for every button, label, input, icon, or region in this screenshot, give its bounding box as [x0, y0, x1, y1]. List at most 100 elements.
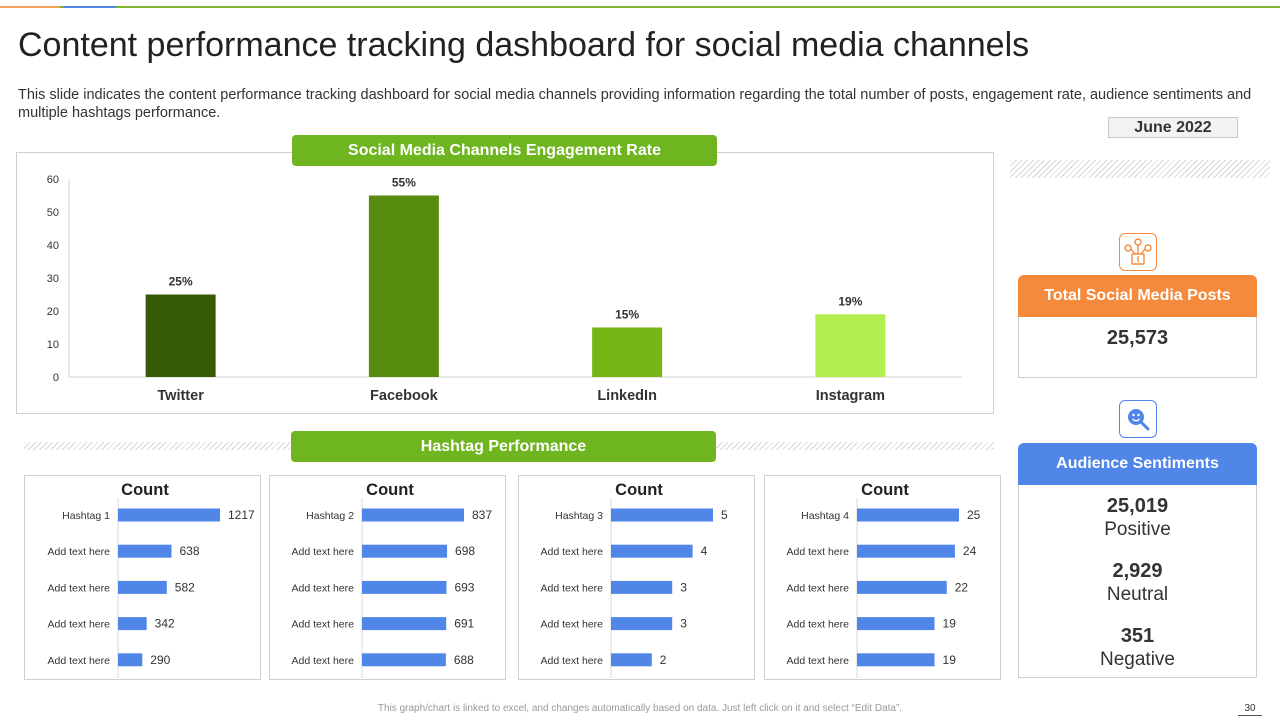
bar-data-label: 19%	[838, 294, 862, 308]
neutral-label: Neutral	[1106, 584, 1169, 605]
mini-bar-value: 19	[943, 617, 957, 631]
y-tick-label: 20	[47, 306, 59, 318]
engagement-chart-title: Social Media Channels Engagement Rate	[292, 135, 717, 166]
mini-bar-value: 290	[150, 653, 170, 667]
mini-category-label: Add text here	[48, 655, 111, 667]
engagement-bar-chart: 0 10 20 30 40 50 60 25% Twitter 55% Facebook 15% Lin…	[47, 174, 962, 404]
negative-label: Negative	[1100, 649, 1175, 670]
hashtag-right-hatch	[716, 442, 994, 450]
y-tick-label: 30	[47, 273, 59, 285]
mini-bar-value: 691	[454, 617, 474, 631]
hashtag-section-title: Hashtag Performance	[291, 431, 716, 462]
mini-bar	[857, 580, 947, 594]
mini-bar	[857, 617, 935, 631]
bar-data-label: 25%	[169, 275, 193, 289]
y-tick-label: 40	[47, 240, 59, 252]
negative-value: 351	[1120, 625, 1155, 647]
top-accent-orange	[0, 6, 60, 8]
mini-bar	[362, 653, 446, 667]
mini-chart-title: Count	[366, 481, 414, 499]
mini-bar-value: 693	[454, 580, 474, 594]
mini-bar	[118, 580, 167, 594]
top-accent-line	[0, 6, 1280, 8]
magnifier-smiley-icon	[1119, 400, 1157, 438]
mini-bar	[362, 580, 447, 594]
social-network-icon	[1119, 233, 1157, 271]
mini-category-label: Add text here	[787, 546, 850, 558]
mini-category-label: Add text here	[541, 582, 604, 594]
mini-bar-value: 2	[660, 653, 667, 667]
mini-category-label: Add text here	[292, 619, 355, 631]
mini-bar-value: 19	[943, 653, 957, 667]
mini-bar	[857, 508, 959, 522]
mini-bar-value: 4	[701, 544, 708, 558]
mini-category-label: Add text here	[292, 546, 355, 558]
mini-category-label: Add text here	[48, 619, 111, 631]
mini-bar	[118, 617, 147, 631]
x-tick-label: LinkedIn	[597, 388, 657, 404]
mini-category-label: Add text here	[787, 582, 850, 594]
sentiments-header: Audience Sentiments	[1018, 443, 1257, 485]
mini-chart-title: Count	[615, 481, 663, 499]
footer-note: This graph/chart is linked to excel, and…	[377, 703, 903, 714]
mini-bar	[857, 653, 935, 667]
mini-bar-value: 342	[155, 617, 175, 631]
x-tick-label: Facebook	[370, 388, 439, 404]
mini-chart-title: Count	[861, 481, 909, 499]
mini-bar-value: 688	[454, 653, 474, 667]
y-tick-label: 0	[53, 372, 59, 384]
stats-hatch	[1010, 160, 1270, 178]
mini-category-label: Add text here	[48, 546, 111, 558]
mini-bar	[118, 508, 220, 522]
hashtag-chart-1: Count Hashtag 1 1217 Add text here 638 Add te…	[24, 475, 261, 680]
sentiments-box: 25,019 Positive 2,929 Neutral 351 Negati…	[1018, 485, 1257, 678]
posts-value: 25,573	[1106, 327, 1169, 349]
page-title: Content performance tracking dashboard f…	[18, 26, 1030, 64]
mini-bar-value: 5	[721, 508, 728, 522]
mini-bar-value: 698	[455, 544, 475, 558]
hashtag-left-hatch	[24, 442, 292, 450]
hashtag-chart-4: Count Hashtag 4 25 Add text here 24 Add text …	[764, 475, 1001, 680]
x-tick-label: Instagram	[816, 388, 885, 404]
mini-bar-value: 25	[967, 508, 981, 522]
bar-linkedin	[592, 327, 663, 377]
page-number: 30	[1238, 703, 1262, 716]
date-badge: June 2022	[1108, 117, 1238, 138]
positive-value: 25,019	[1106, 495, 1169, 517]
mini-chart-title: Count	[121, 481, 169, 499]
mini-bar	[611, 617, 673, 631]
y-tick-label: 60	[47, 174, 59, 186]
bar-twitter	[145, 294, 216, 377]
bar-data-label: 15%	[615, 308, 639, 322]
mini-bar	[611, 653, 652, 667]
mini-bar	[857, 544, 955, 558]
x-tick-label: Twitter	[157, 388, 204, 404]
mini-category-label: Hashtag 3	[555, 510, 603, 522]
mini-bar	[118, 653, 143, 667]
posts-header: Total Social Media Posts	[1018, 275, 1257, 317]
mini-category-label: Add text here	[787, 619, 850, 631]
mini-category-label: Hashtag 2	[306, 510, 354, 522]
bar-data-label: 55%	[392, 176, 416, 190]
neutral-value: 2,929	[1112, 560, 1163, 582]
positive-label: Positive	[1104, 519, 1171, 540]
mini-category-label: Add text here	[48, 582, 111, 594]
mini-bar-value: 837	[472, 508, 492, 522]
mini-bar-value: 582	[175, 580, 195, 594]
mini-bar	[362, 544, 448, 558]
mini-category-label: Add text here	[541, 655, 604, 667]
mini-bar-value: 22	[955, 580, 969, 594]
mini-bar	[611, 580, 673, 594]
y-tick-label: 50	[47, 207, 59, 219]
mini-bar	[118, 544, 172, 558]
posts-value-box: 25,573	[1018, 317, 1257, 378]
page-subtitle: This slide indicates the content perform…	[18, 87, 1252, 121]
mini-bar-value: 3	[680, 580, 687, 594]
top-accent-blue	[64, 6, 116, 8]
bar-instagram	[815, 314, 886, 377]
mini-bar	[362, 617, 447, 631]
mini-category-label: Hashtag 4	[801, 510, 849, 522]
mini-bar-value: 24	[963, 544, 977, 558]
mini-category-label: Add text here	[541, 619, 604, 631]
mini-bar-value: 638	[179, 544, 199, 558]
